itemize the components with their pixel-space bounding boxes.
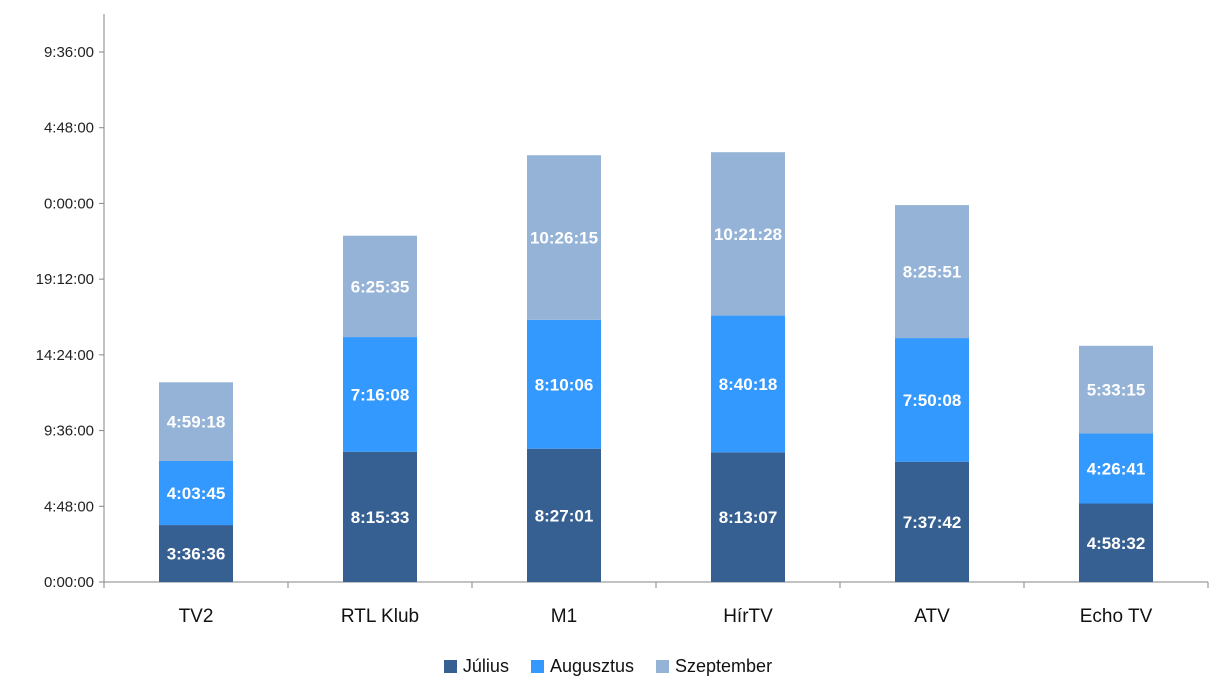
bar-segment xyxy=(1079,503,1153,582)
chart-plot: 0:00:00 4:48:00 9:36:00 14:24:00 19:12:00 0:0… xyxy=(36,14,1209,627)
data-label: 8:40:18 xyxy=(719,375,778,394)
x-tick-label: ATV xyxy=(914,606,950,627)
bar-segment xyxy=(527,155,601,320)
bar-segment xyxy=(895,461,969,582)
bar-segment xyxy=(711,315,785,453)
legend: Július Augusztus Szeptember xyxy=(0,656,1216,677)
y-tick-label: 9:36:00 xyxy=(44,44,94,61)
y-tick-label: 4:48:00 xyxy=(44,498,94,515)
data-label: 8:15:33 xyxy=(351,508,410,527)
bar-segment xyxy=(527,319,601,449)
bar-segment xyxy=(343,235,417,338)
data-label: 7:50:08 xyxy=(903,391,962,410)
y-tick-label: 9:36:00 xyxy=(44,423,94,440)
data-label: 10:26:15 xyxy=(530,229,598,248)
legend-label-augusztus: Augusztus xyxy=(549,656,635,676)
legend-swatch-szeptember xyxy=(656,660,670,673)
legend-item-julius: Július xyxy=(443,656,509,677)
data-label: 6:25:35 xyxy=(351,277,410,296)
data-label: 4:58:32 xyxy=(1087,534,1146,553)
x-tick-label: Echo TV xyxy=(1080,606,1153,627)
bar-segment xyxy=(527,448,601,582)
y-tick-label: 0:00:00 xyxy=(44,574,94,591)
y-tick-label: 4:48:00 xyxy=(44,120,94,137)
legend-item-augusztus: Augusztus xyxy=(530,656,635,677)
data-label: 10:21:28 xyxy=(714,225,782,244)
x-tick-label: M1 xyxy=(551,606,577,627)
data-label: 8:25:51 xyxy=(903,263,962,282)
bar-segment xyxy=(895,205,969,339)
bar-segment xyxy=(711,452,785,582)
y-tick-label: 14:24:00 xyxy=(36,347,94,364)
legend-item-szeptember: Szeptember xyxy=(656,656,772,677)
y-tick-label: 19:12:00 xyxy=(36,271,94,288)
data-label: 4:59:18 xyxy=(167,413,226,432)
bar-segment xyxy=(711,152,785,316)
data-label: 4:03:45 xyxy=(167,484,226,503)
x-tick-label: RTL Klub xyxy=(341,606,419,627)
data-label: 8:13:07 xyxy=(719,508,778,527)
legend-label-szeptember: Szeptember xyxy=(675,656,773,676)
data-label: 7:16:08 xyxy=(351,385,410,404)
data-label: 5:33:15 xyxy=(1087,381,1146,400)
data-label: 3:36:36 xyxy=(167,545,226,564)
bar-segment xyxy=(159,382,233,461)
legend-swatch-augusztus xyxy=(530,660,544,673)
data-label: 8:10:06 xyxy=(535,375,594,394)
x-tick-label: TV2 xyxy=(179,606,214,627)
data-label: 4:26:41 xyxy=(1087,459,1146,478)
bar-segment xyxy=(343,337,417,452)
legend-label-julius: Július xyxy=(462,656,509,676)
bar-segment xyxy=(343,451,417,582)
bar-segment xyxy=(895,338,969,462)
bar-segment xyxy=(159,525,233,582)
data-label: 8:27:01 xyxy=(535,506,594,525)
x-tick-label: HírTV xyxy=(723,606,773,627)
bar-segment xyxy=(1079,345,1153,434)
bar-segment xyxy=(159,460,233,526)
bar-segment xyxy=(1079,433,1153,504)
data-label: 7:37:42 xyxy=(903,513,962,532)
y-tick-label: 0:00:00 xyxy=(44,195,94,212)
legend-swatch-julius xyxy=(443,660,457,673)
